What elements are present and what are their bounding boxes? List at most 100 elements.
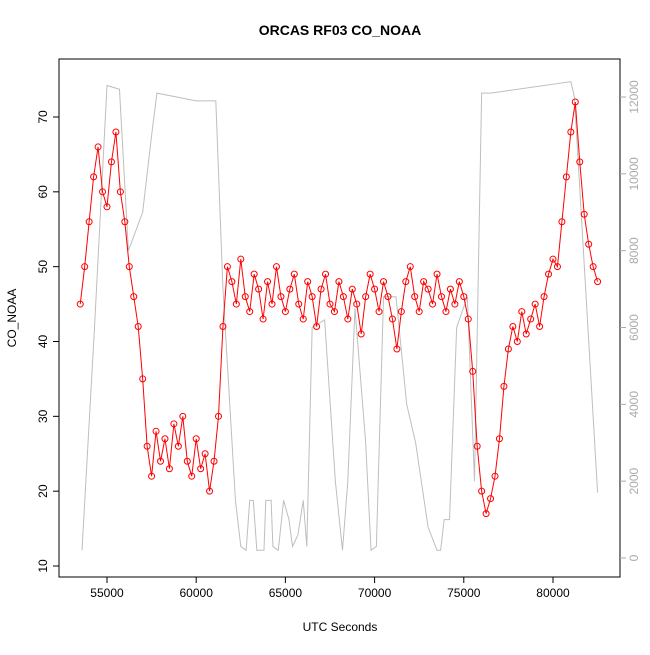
data-point [308, 293, 316, 301]
data-point [567, 128, 575, 136]
data-point [442, 308, 450, 316]
data-point [290, 270, 298, 278]
data-point [527, 315, 535, 323]
data-point [433, 270, 441, 278]
x-tick-label: 75000 [447, 586, 481, 600]
x-tick-label: 70000 [358, 586, 392, 600]
data-point [478, 487, 486, 495]
data-point [76, 300, 84, 308]
data-point [451, 300, 459, 308]
data-point [339, 293, 347, 301]
data-point [362, 293, 370, 301]
data-point [371, 285, 379, 293]
y-tick-label: 40 [36, 335, 50, 349]
data-point [286, 285, 294, 293]
data-point [112, 128, 120, 136]
data-point [210, 457, 218, 465]
data-point [272, 263, 280, 271]
y2-tick-label: 8000 [627, 237, 641, 264]
data-point [384, 293, 392, 301]
data-point [148, 472, 156, 480]
data-point [157, 457, 165, 465]
data-point [232, 300, 240, 308]
data-point [139, 375, 147, 383]
y-tick-label: 50 [36, 260, 50, 274]
data-point [585, 240, 593, 248]
data-point [219, 323, 227, 331]
data-point [415, 308, 423, 316]
data-point [143, 442, 151, 450]
data-point [90, 173, 98, 181]
data-point [246, 308, 254, 316]
data-point [500, 382, 508, 390]
data-point [281, 308, 289, 316]
y2-tick-label: 2000 [627, 467, 641, 494]
data-point [522, 330, 530, 338]
data-point [299, 315, 307, 323]
data-point [464, 315, 472, 323]
data-point [134, 323, 142, 331]
data-point [380, 278, 388, 286]
data-point [424, 285, 432, 293]
data-point [268, 300, 276, 308]
data-point [165, 465, 173, 473]
y-tick-label: 10 [36, 559, 50, 573]
data-point [482, 510, 490, 518]
data-point [594, 278, 602, 286]
data-point [460, 293, 468, 301]
data-point [576, 158, 584, 166]
data-point [201, 450, 209, 458]
y-tick-label: 70 [36, 110, 50, 124]
data-point [353, 300, 361, 308]
data-point [188, 472, 196, 480]
y-tick-label: 30 [36, 409, 50, 423]
data-point [504, 345, 512, 353]
data-point [455, 278, 463, 286]
data-point [473, 442, 481, 450]
data-point [393, 345, 401, 353]
data-point [487, 495, 495, 503]
data-point [397, 308, 405, 316]
data-point [99, 188, 107, 196]
data-point [103, 203, 111, 211]
y2-tick-label: 0 [627, 554, 641, 561]
data-point [116, 188, 124, 196]
y2-tick-label: 12000 [627, 80, 641, 114]
data-point [335, 278, 343, 286]
data-point [388, 315, 396, 323]
data-point [85, 218, 93, 226]
data-point [170, 420, 178, 428]
data-point [553, 263, 561, 271]
data-point [250, 270, 258, 278]
data-point [402, 278, 410, 286]
data-point [317, 285, 325, 293]
data-point [206, 487, 214, 495]
data-point [469, 367, 477, 375]
data-point [491, 472, 499, 480]
data-point [536, 323, 544, 331]
series-line [81, 81, 599, 552]
y2-tick-label: 4000 [627, 391, 641, 418]
data-point [495, 435, 503, 443]
x-tick-label: 80000 [536, 586, 570, 600]
data-point [179, 412, 187, 420]
data-point [509, 323, 517, 331]
data-point [125, 263, 133, 271]
data-point [228, 278, 236, 286]
data-point [437, 293, 445, 301]
data-point [313, 323, 321, 331]
data-point [192, 435, 200, 443]
data-point [411, 293, 419, 301]
chart-title: ORCAS RF03 CO_NOAA [259, 22, 422, 38]
data-point [152, 427, 160, 435]
data-point [357, 330, 365, 338]
data-point [214, 412, 222, 420]
data-point [558, 218, 566, 226]
data-point [545, 270, 553, 278]
data-point [183, 457, 191, 465]
data-point [241, 293, 249, 301]
data-point [94, 143, 102, 151]
data-point [255, 285, 263, 293]
data-point [304, 278, 312, 286]
y2-tick-label: 6000 [627, 314, 641, 341]
